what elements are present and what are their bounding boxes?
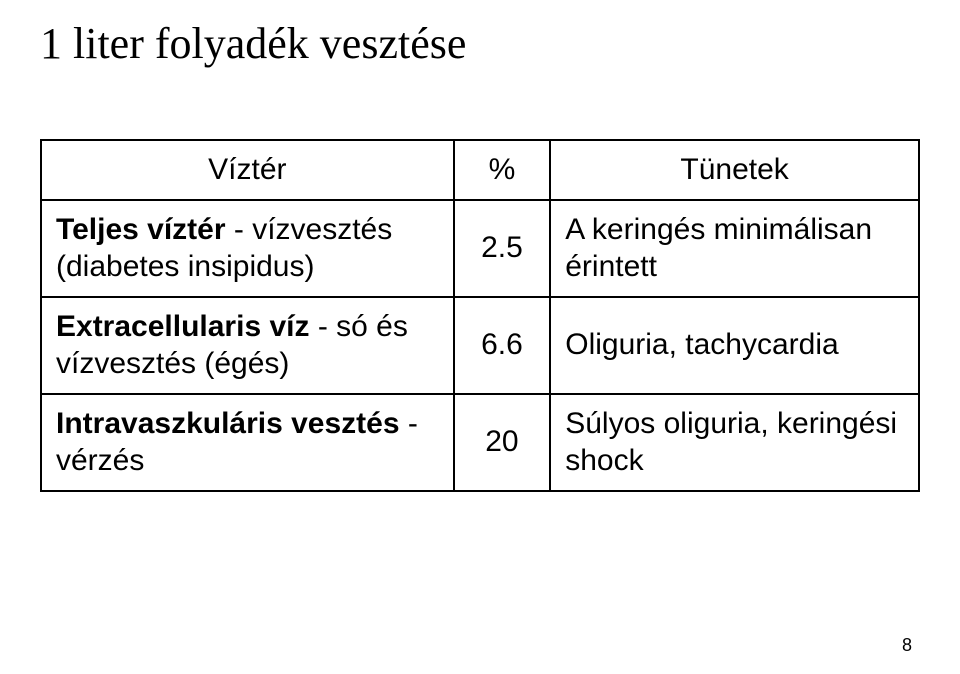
table-row: Intravaszkuláris vesztés - vérzés 20 Súl… — [41, 394, 919, 491]
cell-percent: 6.6 — [454, 297, 551, 394]
table-row: Teljes víztér - vízvesztés (diabetes ins… — [41, 200, 919, 297]
cell-space: Intravaszkuláris vesztés - vérzés — [41, 394, 454, 491]
label-bold: Extracellularis víz — [56, 310, 309, 343]
cell-space: Extracellularis víz - só és vízvesztés (… — [41, 297, 454, 394]
cell-space: Teljes víztér - vízvesztés (diabetes ins… — [41, 200, 454, 297]
label-bold: Intravaszkuláris vesztés — [56, 407, 400, 440]
table-header-row: Víztér % Tünetek — [41, 140, 919, 200]
cell-percent: 2.5 — [454, 200, 551, 297]
cell-symptom: A keringés minimálisan érintett — [550, 200, 919, 297]
cell-percent: 20 — [454, 394, 551, 491]
cell-symptom: Súlyos oliguria, keringési shock — [550, 394, 919, 491]
fluid-loss-table: Víztér % Tünetek Teljes víztér - vízvesz… — [40, 139, 920, 492]
header-space: Víztér — [41, 140, 454, 200]
header-percent: % — [454, 140, 551, 200]
page-title: 1 liter folyadék vesztése — [40, 18, 920, 69]
page-number: 8 — [902, 635, 912, 656]
table-row: Extracellularis víz - só és vízvesztés (… — [41, 297, 919, 394]
cell-symptom: Oliguria, tachycardia — [550, 297, 919, 394]
header-symptoms: Tünetek — [550, 140, 919, 200]
label-bold: Teljes víztér — [56, 213, 226, 246]
